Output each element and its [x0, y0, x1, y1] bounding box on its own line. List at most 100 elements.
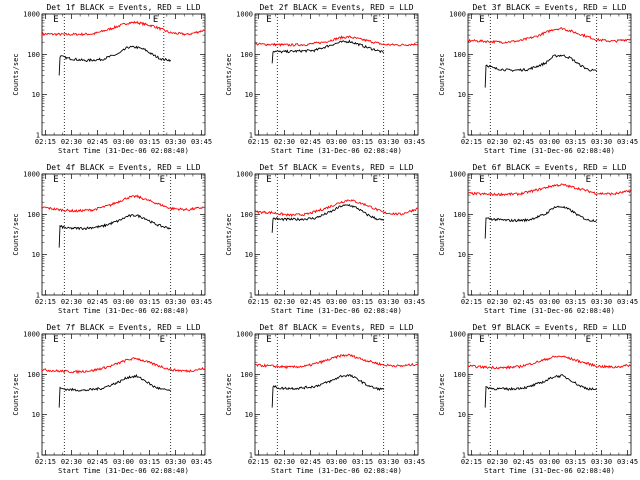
- plot-frame: [467, 13, 632, 136]
- y-tick-label: 1000: [236, 11, 253, 19]
- flag-label: E: [53, 335, 58, 345]
- x-tick-label: 02:45: [87, 138, 108, 146]
- x-tick-label: 03:30: [165, 138, 186, 146]
- chart-svg: Det 8f BLACK = Events, RED = LLD 1 10 100 10…: [225, 323, 425, 475]
- y-tick-label: 1000: [23, 11, 40, 19]
- x-tick-label: 02:30: [487, 298, 508, 306]
- y-tick-label: 1: [36, 292, 40, 300]
- y-tick-label: 100: [453, 51, 466, 59]
- y-axis-label: Counts/sec: [438, 373, 446, 415]
- y-tick-label: 1: [249, 452, 253, 460]
- x-tick-label: 03:45: [404, 298, 425, 306]
- y-tick-label: 10: [245, 251, 253, 259]
- event-rate-line: [271, 203, 384, 233]
- x-tick-label: 03:00: [539, 138, 560, 146]
- flag-label: E: [586, 175, 591, 185]
- y-tick-label: 1: [36, 132, 40, 140]
- x-tick-label: 02:15: [35, 298, 56, 306]
- y-tick-label: 1: [249, 292, 253, 300]
- detector-panel-5: Det 5f BLACK = Events, RED = LLD 1 10 100 10…: [213, 160, 426, 320]
- x-tick-label: 02:15: [461, 138, 482, 146]
- x-tick-label: 03:45: [191, 458, 212, 466]
- flag-label: E: [153, 15, 158, 25]
- flag-label: E: [266, 335, 271, 345]
- y-tick-label: 1: [462, 132, 466, 140]
- chart-title: Det 8f BLACK = Events, RED = LLD: [259, 323, 413, 332]
- x-tick-label: 02:45: [300, 138, 321, 146]
- x-tick-label: 02:15: [248, 298, 269, 306]
- event-rate-line: [271, 374, 384, 408]
- lld-rate-line: [254, 35, 419, 47]
- chart-svg: Det 2f BLACK = Events, RED = LLD 1 10 100 10…: [225, 3, 425, 155]
- detector-panel-2: Det 2f BLACK = Events, RED = LLD 1 10 100 10…: [213, 0, 426, 160]
- y-axis-label: Counts/sec: [438, 213, 446, 255]
- lld-rate-line: [467, 355, 632, 370]
- y-tick-label: 10: [32, 411, 40, 419]
- x-tick-label: 03:45: [404, 138, 425, 146]
- y-tick-label: 1000: [236, 171, 253, 179]
- x-tick-label: 02:15: [461, 458, 482, 466]
- y-tick-label: 10: [458, 91, 466, 99]
- plot-frame: [254, 13, 419, 136]
- x-tick-label: 02:30: [274, 138, 295, 146]
- x-tick-label: 03:00: [113, 298, 134, 306]
- flag-label: E: [53, 15, 58, 25]
- x-tick-label: 03:00: [326, 298, 347, 306]
- x-tick-label: 03:30: [165, 458, 186, 466]
- x-tick-label: 03:45: [191, 298, 212, 306]
- y-tick-label: 1000: [449, 11, 466, 19]
- x-tick-label: 02:30: [487, 138, 508, 146]
- chart-svg: Det 6f BLACK = Events, RED = LLD 1 10 100 10…: [438, 163, 638, 315]
- plot-frame: [254, 333, 419, 456]
- y-tick-label: 10: [458, 411, 466, 419]
- y-axis-label: Counts/sec: [225, 213, 233, 255]
- x-tick-label: 03:30: [165, 298, 186, 306]
- y-tick-label: 1: [462, 452, 466, 460]
- x-tick-label: 02:30: [61, 298, 82, 306]
- x-tick-label: 02:30: [274, 298, 295, 306]
- x-tick-label: 03:30: [591, 138, 612, 146]
- chart-title: Det 9f BLACK = Events, RED = LLD: [472, 323, 626, 332]
- x-tick-label: 02:15: [248, 138, 269, 146]
- x-tick-label: 03:15: [565, 138, 586, 146]
- x-tick-label: 03:15: [139, 298, 160, 306]
- y-tick-label: 1: [462, 292, 466, 300]
- y-axis-label: Counts/sec: [438, 53, 446, 95]
- x-tick-label: 02:15: [461, 298, 482, 306]
- x-tick-label: 03:15: [352, 298, 373, 306]
- lld-rate-line: [467, 27, 632, 45]
- x-axis-label: Start Time (31-Dec-06 02:08:40): [58, 307, 189, 315]
- event-rate-line: [484, 54, 598, 88]
- y-axis-label: Counts/sec: [12, 373, 20, 415]
- x-axis-label: Start Time (31-Dec-06 02:08:40): [58, 147, 189, 155]
- y-tick-label: 1: [249, 132, 253, 140]
- y-tick-label: 100: [453, 371, 466, 379]
- y-tick-label: 100: [27, 371, 40, 379]
- x-axis-label: Start Time (31-Dec-06 02:08:40): [271, 467, 402, 475]
- y-tick-label: 100: [27, 51, 40, 59]
- x-tick-label: 02:45: [300, 458, 321, 466]
- flag-label: E: [266, 15, 271, 25]
- chart-title: Det 3f BLACK = Events, RED = LLD: [472, 3, 626, 12]
- x-tick-label: 03:15: [139, 458, 160, 466]
- y-tick-label: 10: [245, 91, 253, 99]
- x-axis-label: Start Time (31-Dec-06 02:08:40): [271, 147, 402, 155]
- x-tick-label: 03:15: [565, 458, 586, 466]
- flag-label: E: [373, 175, 378, 185]
- y-tick-label: 100: [240, 211, 253, 219]
- plot-frame: [41, 173, 206, 296]
- detector-panel-7: Det 7f BLACK = Events, RED = LLD 1 10 100 10…: [0, 320, 213, 480]
- chart-svg: Det 7f BLACK = Events, RED = LLD 1 10 100 10…: [12, 323, 212, 475]
- y-tick-label: 100: [240, 51, 253, 59]
- y-tick-label: 10: [458, 251, 466, 259]
- flag-label: E: [586, 335, 591, 345]
- flag-label: E: [266, 175, 271, 185]
- x-tick-label: 03:45: [191, 138, 212, 146]
- x-axis-label: Start Time (31-Dec-06 02:08:40): [484, 467, 615, 475]
- plot-frame: [467, 173, 632, 296]
- plot-frame: [41, 333, 206, 456]
- plot-frame: [254, 173, 419, 296]
- x-tick-label: 03:15: [565, 298, 586, 306]
- x-tick-label: 02:15: [35, 138, 56, 146]
- detector-panel-8: Det 8f BLACK = Events, RED = LLD 1 10 100 10…: [213, 320, 426, 480]
